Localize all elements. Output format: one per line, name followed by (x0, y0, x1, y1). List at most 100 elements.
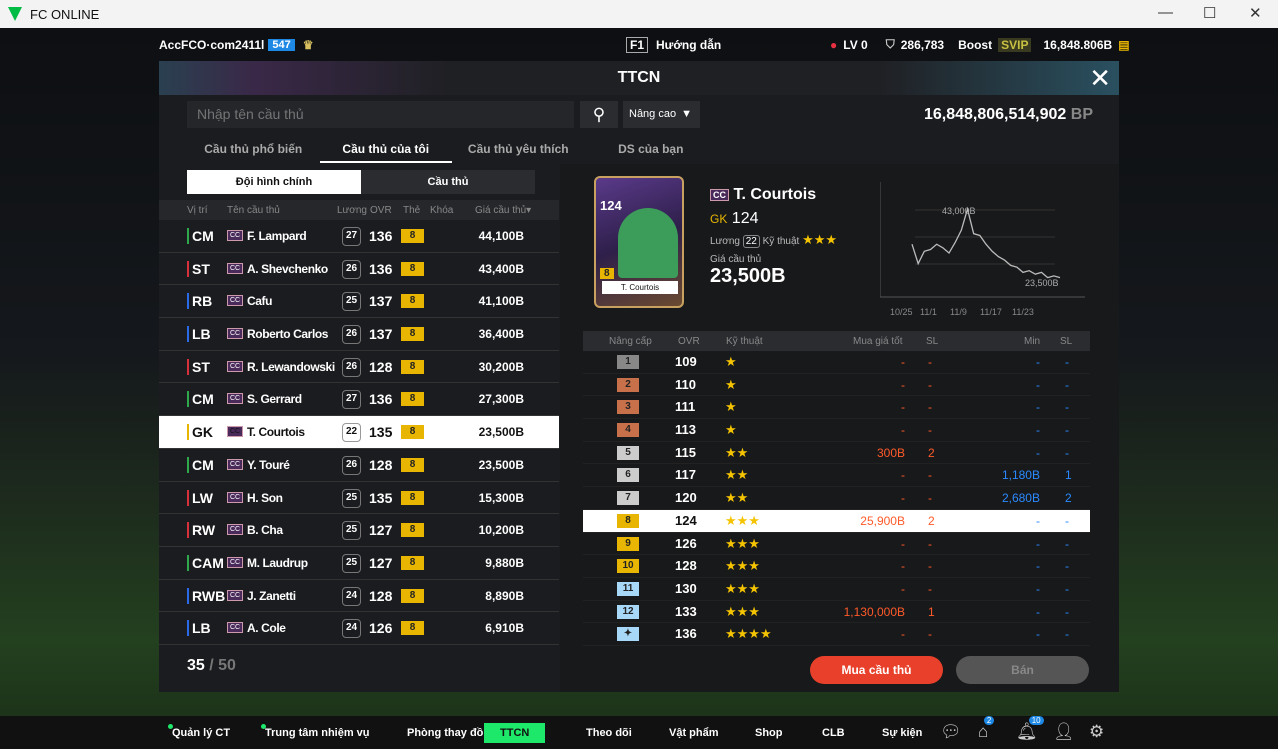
tab-your-list[interactable]: DS của bạn (618, 142, 684, 156)
player-ovr: 127 (369, 554, 393, 571)
bp-short-value: 16,848.806B (1043, 37, 1113, 52)
player-row[interactable]: RB CC Cafu 25 137 8 41,100B (159, 285, 559, 319)
player-search-input[interactable] (187, 101, 574, 128)
minimize-button[interactable]: — (1158, 4, 1173, 21)
profile-icon[interactable]: 👤︎ (1053, 722, 1075, 741)
player-price: 27,300B (478, 392, 524, 407)
advanced-label: Nâng cao (629, 108, 677, 120)
nav-item[interactable]: Shop (755, 723, 783, 743)
buy-player-button[interactable]: Mua cầu thủ (810, 656, 943, 684)
advanced-dropdown[interactable]: Nâng cao ▼ (623, 101, 700, 128)
player-row[interactable]: LW CC H. Son 25 135 8 15,300B (159, 482, 559, 515)
maximize-button[interactable]: ☐ (1203, 5, 1217, 22)
search-button[interactable]: ⚲ (580, 101, 618, 128)
player-row[interactable]: LB CC Roberto Carlos 26 137 8 36,400B (159, 318, 559, 351)
price-history-chart: 43,000B 23,500B 10/25 11/1 11/9 11/17 11/23 (880, 182, 1085, 317)
svip-badge: SVIP (998, 37, 1032, 52)
subtab-main-squad[interactable]: Đội hình chính (187, 170, 361, 194)
player-row[interactable]: CM CC Y. Touré 26 128 8 23,500B (159, 449, 559, 482)
tab-popular[interactable]: Cầu thủ phổ biến (204, 142, 303, 156)
bell-icon[interactable]: 🔔︎ 10 (1016, 716, 1044, 742)
upgrade-stars: ★ (725, 354, 737, 369)
sell-button[interactable]: Bán (956, 656, 1089, 684)
nav-item[interactable]: Trung tâm nhiệm vụ (261, 723, 370, 743)
player-salary: 24 (342, 619, 361, 639)
upgrade-row[interactable]: 1 109 ★ - - - - (583, 351, 1090, 374)
settings-icon[interactable]: ⚙ (1089, 722, 1105, 741)
upgrade-row[interactable]: 2 110 ★ - - - - (583, 374, 1090, 397)
player-name: J. Zanetti (247, 588, 296, 603)
window-titlebar: FC ONLINE — ☐ ✕ (0, 0, 1278, 28)
max-price-label: 43,000B (942, 206, 976, 216)
player-row[interactable]: ST CC A. Shevchenko 26 136 8 43,400B (159, 253, 559, 286)
min-qty: - (1065, 400, 1069, 415)
account-info: AccFCO·com2411l 547 ♛ (159, 28, 314, 61)
chat-icon[interactable]: 💬︎ (940, 722, 962, 741)
min-price: - (1036, 559, 1040, 574)
player-row[interactable]: CM CC F. Lampard 27 136 8 44,100B (159, 220, 559, 253)
col-position[interactable]: Vị trí (187, 205, 208, 216)
close-icon[interactable]: ✕ (1089, 63, 1111, 93)
guide-button[interactable]: F1 Hướng dẫn (626, 28, 721, 61)
nav-item[interactable]: Vật phẩm (669, 723, 719, 743)
upgrade-stars: ★★★★ (725, 626, 772, 642)
price-line (911, 206, 1061, 279)
nav-item[interactable]: Quản lý CT (168, 723, 231, 743)
col-salary[interactable]: Lương (337, 205, 367, 216)
upgrade-row[interactable]: 8 124 ★★★ 25,900B 2 - - (583, 509, 1090, 533)
lv-label: LV 0 (843, 37, 868, 52)
upgrade-row[interactable]: 9 126 ★★★ - - - - (583, 533, 1090, 556)
player-row[interactable]: ST CC R. Lewandowski 26 128 8 30,200B (159, 351, 559, 384)
upgrade-row[interactable]: 12 133 ★★★ 1,130,000B 1 - - (583, 601, 1090, 624)
window-title: FC ONLINE (30, 6, 100, 22)
nav-item[interactable]: Theo dõi (586, 723, 632, 743)
player-position: CM (187, 228, 214, 244)
upgrade-table-header: Nâng cấp OVR Kỹ thuật Mua giá tốt SL Min… (583, 331, 1090, 351)
col-ovr[interactable]: OVR (370, 205, 392, 216)
home-icon[interactable]: ⌂ 2 (978, 716, 995, 742)
squad-count: 35 / 50 (187, 657, 236, 675)
upgrade-stars: ★★ (725, 467, 749, 483)
x-tick-label: 11/17 (980, 307, 1002, 317)
player-row[interactable]: RWB CC J. Zanetti 24 128 8 8,890B (159, 580, 559, 613)
nav-item[interactable]: TTCN (484, 722, 546, 743)
col-card[interactable]: Thẻ (403, 205, 421, 216)
nav-item[interactable]: Sự kiện (882, 723, 922, 743)
player-position: ST (187, 358, 210, 375)
tab-my-players[interactable]: Cầu thủ của tôi (319, 135, 452, 163)
upgrade-row[interactable]: 6 117 ★★ - - 1,180B 1 (583, 464, 1090, 488)
upgrade-row[interactable]: 5 115 ★★ 300B 2 - - (583, 442, 1090, 465)
subtab-players[interactable]: Cầu thủ (427, 176, 469, 188)
close-window-button[interactable]: ✕ (1249, 5, 1262, 22)
upgrade-row[interactable]: 3 111 ★ - - - - (583, 396, 1090, 420)
upgrade-stars: ★ (725, 422, 737, 438)
upgrade-row[interactable]: 11 130 ★★★ - - - - (583, 578, 1090, 601)
upgrade-row[interactable]: 10 128 ★★★ - - - - (583, 555, 1090, 578)
ucol-min-qty: SL (1060, 336, 1073, 347)
best-buy-qty: - (928, 491, 932, 506)
player-price: 23,500B (710, 265, 786, 287)
player-row[interactable]: RW CC B. Cha 25 127 8 10,200B (159, 514, 559, 547)
sub-tabs: Đội hình chính Cầu thủ (187, 170, 535, 194)
player-row[interactable]: LB CC A. Cole 24 126 8 6,910B (159, 612, 559, 645)
card-level: 8 (401, 457, 424, 472)
player-row[interactable]: GK CC T. Courtois 22 135 8 23,500B (159, 416, 559, 449)
col-lock[interactable]: Khóa (430, 205, 454, 216)
tab-favorites[interactable]: Cầu thủ yêu thích (467, 142, 569, 156)
upgrade-row[interactable]: 7 120 ★★ - - 2,680B 2 (583, 487, 1090, 510)
col-price[interactable]: Giá cầu thủ▾ (475, 205, 532, 216)
nav-item[interactable]: Phòng thay đồ (407, 723, 483, 743)
player-price: 43,400B (478, 261, 524, 276)
upgrade-row[interactable]: ✦ 136 ★★★★ - - - - (583, 623, 1090, 646)
nav-item[interactable]: CLB (822, 723, 845, 743)
player-row[interactable]: CM CC S. Gerrard 27 136 8 27,300B (159, 383, 559, 417)
upgrade-row[interactable]: 4 113 ★ - - - - (583, 419, 1090, 442)
min-price: - (1036, 627, 1040, 642)
upgrade-stars: ★★★ (725, 580, 760, 596)
best-buy-qty: 1 (928, 604, 935, 619)
col-name[interactable]: Tên cầu thủ (227, 205, 280, 216)
nav-label: Quản lý CT (172, 726, 231, 739)
grade-badge: 6 (617, 468, 639, 483)
ucol-skill: Kỹ thuật (726, 336, 763, 347)
player-row[interactable]: CAM CC M. Laudrup 25 127 8 9,880B (159, 547, 559, 580)
